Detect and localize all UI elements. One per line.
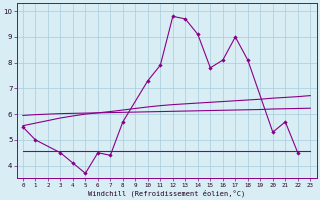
X-axis label: Windchill (Refroidissement éolien,°C): Windchill (Refroidissement éolien,°C): [88, 189, 245, 197]
